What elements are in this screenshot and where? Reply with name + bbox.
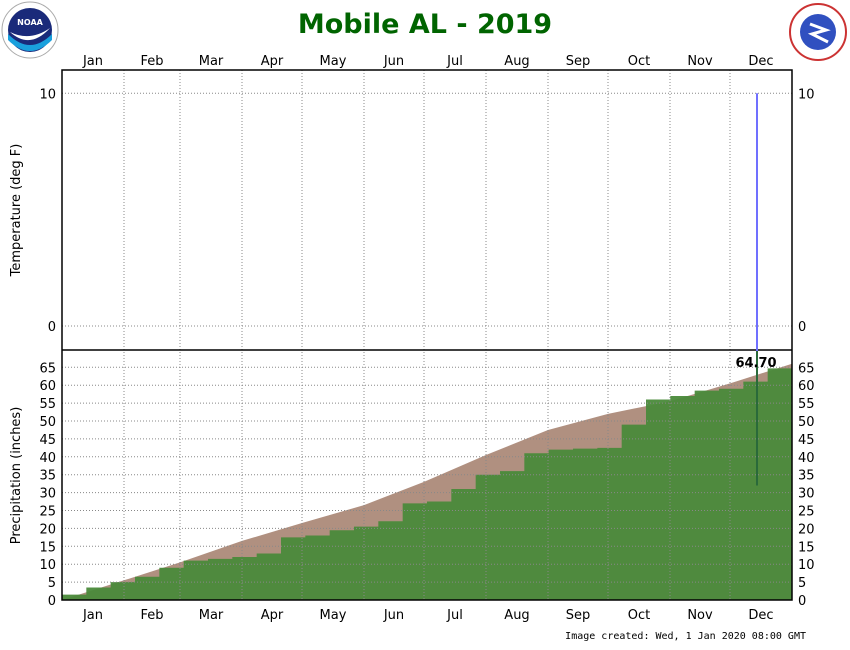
month-label-top: Aug (504, 54, 529, 69)
plot-frame (61, 69, 793, 601)
precip-tick-right: 45 (798, 433, 815, 448)
month-label-bottom: Mar (199, 608, 224, 623)
month-label-bottom: May (320, 608, 347, 623)
precip-tick-right: 25 (798, 505, 815, 520)
precip-tick-left: 20 (39, 522, 56, 537)
precip-tick-right: 10 (798, 558, 815, 573)
temp-tick-right: 0 (798, 320, 806, 335)
footer-timestamp: Image created: Wed, 1 Jan 2020 08:00 GMT (565, 631, 806, 642)
precip-tick-left: 40 (39, 451, 56, 466)
precip-tick-right: 60 (798, 379, 815, 394)
precip-tick-left: 45 (39, 433, 56, 448)
month-label-top: Apr (261, 54, 284, 69)
month-label-bottom: Dec (748, 608, 773, 623)
month-label-bottom: Oct (628, 608, 650, 623)
precip-tick-left: 10 (39, 558, 56, 573)
precip-axis-label: Precipitation (inches) (9, 407, 24, 545)
temp-tick-left: 10 (39, 87, 56, 102)
observed-precip-area (62, 368, 792, 600)
precip-tick-right: 40 (798, 451, 815, 466)
precip-tick-right: 30 (798, 487, 815, 502)
precip-tick-left: 0 (48, 594, 56, 609)
precip-tick-right: 35 (798, 469, 815, 484)
precip-tick-left: 35 (39, 469, 56, 484)
precip-tick-left: 30 (39, 487, 56, 502)
month-label-top: Dec (748, 54, 773, 69)
precip-tick-left: 50 (39, 415, 56, 430)
month-label-bottom: Jun (383, 608, 404, 623)
month-label-bottom: Feb (140, 608, 163, 623)
month-label-bottom: Apr (261, 608, 284, 623)
precip-tick-left: 55 (39, 397, 56, 412)
month-label-top: Jul (446, 54, 463, 69)
month-label-top: Jun (383, 54, 404, 69)
temp-axis-label: Temperature (deg F) (9, 144, 24, 278)
precip-tick-left: 65 (39, 361, 56, 376)
chart-title: Mobile AL - 2019 (298, 9, 552, 40)
precip-tick-left: 60 (39, 379, 56, 394)
month-label-bottom: Jul (446, 608, 463, 623)
month-label-top: Nov (687, 54, 713, 69)
precip-tick-right: 55 (798, 397, 815, 412)
temp-tick-right: 10 (798, 87, 815, 102)
month-label-top: Oct (628, 54, 650, 69)
month-label-top: Mar (199, 54, 224, 69)
nws-logo (789, 3, 847, 61)
svg-text:NOAA: NOAA (17, 18, 43, 27)
precip-tick-right: 65 (798, 361, 815, 376)
precip-tick-left: 25 (39, 505, 56, 520)
month-label-bottom: Sep (566, 608, 591, 623)
precip-total-label: 64.70 (735, 356, 776, 371)
month-label-top: Feb (140, 54, 163, 69)
temp-tick-left: 0 (48, 320, 56, 335)
month-label-top: Jan (82, 54, 103, 69)
month-label-top: Sep (566, 54, 591, 69)
precip-tick-left: 5 (48, 576, 56, 591)
precip-tick-right: 20 (798, 522, 815, 537)
month-label-bottom: Nov (687, 608, 713, 623)
month-label-bottom: Jan (82, 608, 103, 623)
month-label-top: May (320, 54, 347, 69)
precip-tick-right: 5 (798, 576, 806, 591)
precip-tick-right: 0 (798, 594, 806, 609)
precip-tick-right: 15 (798, 540, 815, 555)
precip-tick-right: 50 (798, 415, 815, 430)
precip-tick-left: 15 (39, 540, 56, 555)
noaa-logo: NOAA (1, 1, 59, 59)
month-label-bottom: Aug (504, 608, 529, 623)
